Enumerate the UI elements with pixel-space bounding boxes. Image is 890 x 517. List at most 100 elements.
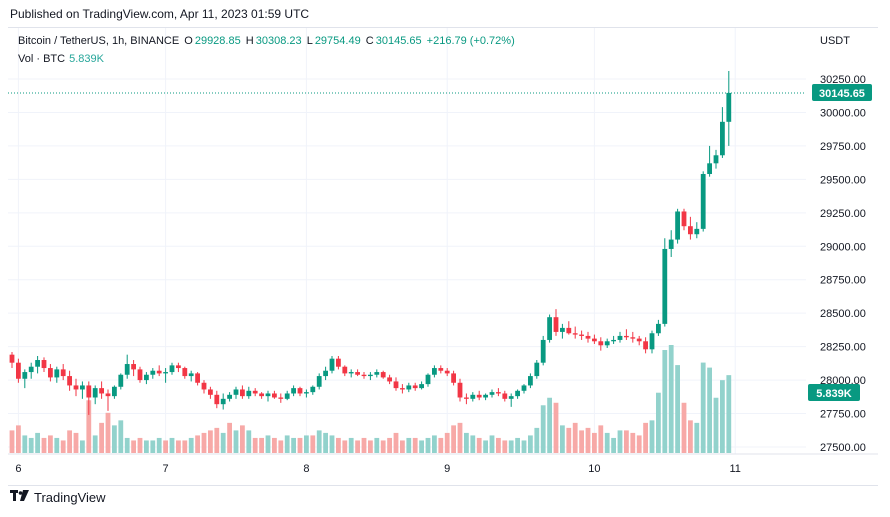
candle-body bbox=[694, 228, 700, 235]
volume-bar bbox=[579, 430, 584, 453]
candle-body bbox=[393, 381, 399, 389]
volume-bar bbox=[86, 400, 92, 453]
candle-body bbox=[572, 333, 578, 335]
symbol-name: Bitcoin / TetherUS, 1h, BINANCE bbox=[18, 35, 180, 47]
candle-body bbox=[553, 317, 559, 332]
volume-bar bbox=[355, 440, 360, 453]
candle-body bbox=[662, 248, 668, 324]
volume-bar bbox=[508, 440, 514, 453]
candle-body bbox=[681, 211, 687, 227]
y-tick-label: 29750.00 bbox=[820, 141, 866, 153]
candle-body bbox=[60, 369, 66, 377]
volume-legend[interactable]: Vol · BTC 5.839K bbox=[18, 53, 104, 65]
volume-bar bbox=[483, 440, 488, 453]
candle-body bbox=[259, 393, 264, 397]
volume-bar bbox=[67, 430, 72, 453]
candle-body bbox=[713, 155, 719, 164]
candle-body bbox=[502, 393, 508, 399]
candle-body bbox=[630, 337, 636, 339]
volume-bar bbox=[9, 430, 15, 453]
candle-body bbox=[380, 372, 386, 378]
volume-bar bbox=[227, 422, 232, 453]
volume-bar bbox=[54, 437, 60, 453]
close-label: C bbox=[365, 35, 374, 47]
candle-body bbox=[329, 358, 335, 371]
tradingview-logo-icon bbox=[10, 490, 30, 505]
footer[interactable]: TradingView bbox=[10, 490, 106, 505]
volume-bar bbox=[432, 435, 437, 453]
volume-bar bbox=[182, 440, 188, 453]
volume-bar bbox=[124, 437, 130, 453]
volume-bar bbox=[233, 430, 239, 453]
low-value: 29754.49 bbox=[314, 35, 361, 47]
volume-bar bbox=[470, 435, 476, 453]
candle-body bbox=[284, 393, 290, 399]
candle-body bbox=[675, 211, 680, 240]
candle-body bbox=[35, 360, 40, 367]
candle-body bbox=[534, 362, 540, 377]
volume-bar bbox=[726, 375, 732, 453]
volume-bar bbox=[361, 437, 367, 453]
candle-body bbox=[515, 390, 520, 397]
volume-bar bbox=[451, 425, 456, 453]
change-value: +216.79 (+0.72%) bbox=[426, 35, 515, 47]
candle-body bbox=[214, 394, 220, 405]
candle-body bbox=[16, 362, 21, 379]
volume-bar bbox=[624, 430, 629, 453]
candle-body bbox=[169, 365, 175, 373]
candle-body bbox=[604, 341, 610, 346]
volume-bar bbox=[316, 430, 322, 453]
candle-body bbox=[355, 372, 360, 375]
volume-bar bbox=[540, 405, 546, 453]
candle-body bbox=[624, 335, 629, 338]
volume-bar bbox=[348, 437, 354, 453]
volume-bar bbox=[188, 437, 194, 453]
volume-bar bbox=[137, 437, 143, 453]
volume-bar bbox=[387, 437, 392, 453]
y-tick-label: 30250.00 bbox=[820, 74, 866, 86]
volume-bar bbox=[169, 437, 175, 453]
volume-bar bbox=[323, 432, 328, 453]
candle-body bbox=[220, 398, 226, 405]
y-tick-label: 27500.00 bbox=[820, 442, 866, 454]
volume-bar bbox=[572, 422, 578, 453]
volume-bar bbox=[515, 437, 520, 453]
candle-body bbox=[278, 397, 284, 399]
volume-bar bbox=[304, 435, 309, 453]
volume-bar bbox=[156, 437, 162, 453]
volume-bar bbox=[675, 365, 680, 453]
candle-body bbox=[592, 338, 597, 342]
open-label: O bbox=[184, 35, 193, 47]
candle-body bbox=[361, 374, 367, 377]
candle-body bbox=[99, 388, 104, 394]
volume-bar bbox=[560, 425, 565, 453]
candle-body bbox=[41, 360, 47, 369]
published-info: Published on TradingView.com, Apr 11, 20… bbox=[10, 7, 310, 21]
volume-bar bbox=[464, 432, 469, 453]
volume-bar bbox=[259, 437, 264, 453]
volume-bar bbox=[393, 432, 399, 453]
candle-body bbox=[105, 393, 111, 397]
volume-bar bbox=[240, 425, 245, 453]
y-tick-label: 28750.00 bbox=[820, 275, 866, 287]
y-tick-label: 29500.00 bbox=[820, 174, 866, 186]
candle-body bbox=[272, 393, 277, 398]
last-price-label: 30145.65 bbox=[819, 88, 865, 100]
candle-body bbox=[656, 323, 661, 334]
volume-bar bbox=[80, 440, 85, 453]
candle-body bbox=[540, 339, 546, 363]
y-tick-label: 27750.00 bbox=[820, 409, 866, 421]
y-tick-label: 28250.00 bbox=[820, 342, 866, 354]
volume-bar bbox=[604, 432, 610, 453]
open-value: 29928.85 bbox=[194, 35, 241, 47]
candle-body bbox=[617, 335, 623, 340]
symbol-legend[interactable]: Bitcoin / TetherUS, 1h, BINANCE O 29928.8… bbox=[18, 35, 517, 47]
x-tick-label: 9 bbox=[444, 463, 450, 475]
candle-body bbox=[54, 369, 60, 378]
candle-body bbox=[73, 385, 79, 390]
x-tick-label: 6 bbox=[15, 463, 21, 475]
currency-label: USDT bbox=[820, 35, 850, 47]
volume-bar bbox=[585, 427, 591, 453]
candle-body bbox=[470, 394, 476, 399]
